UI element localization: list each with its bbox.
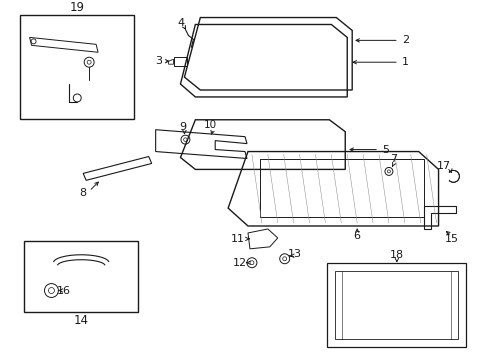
Text: 9: 9 xyxy=(179,122,185,132)
Text: 19: 19 xyxy=(69,1,84,14)
Text: 17: 17 xyxy=(436,161,449,171)
Text: 8: 8 xyxy=(80,188,86,198)
Text: 18: 18 xyxy=(389,250,403,260)
Text: 2: 2 xyxy=(402,35,408,45)
Text: 14: 14 xyxy=(73,314,88,327)
Text: 5: 5 xyxy=(382,145,388,154)
Text: 13: 13 xyxy=(287,249,301,259)
Text: 7: 7 xyxy=(389,154,397,165)
Text: 16: 16 xyxy=(56,285,70,296)
Text: 12: 12 xyxy=(232,258,246,268)
Text: 1: 1 xyxy=(402,57,408,67)
Bar xyxy=(259,159,423,217)
Text: 4: 4 xyxy=(178,18,184,27)
Text: 3: 3 xyxy=(155,56,162,66)
Text: 10: 10 xyxy=(203,120,216,130)
Bar xyxy=(23,241,138,312)
Text: 6: 6 xyxy=(353,231,360,241)
Text: 11: 11 xyxy=(230,234,244,244)
Bar xyxy=(335,271,457,339)
Text: 15: 15 xyxy=(444,234,458,244)
Bar xyxy=(20,14,134,119)
Bar xyxy=(173,57,187,66)
Bar xyxy=(326,263,466,347)
